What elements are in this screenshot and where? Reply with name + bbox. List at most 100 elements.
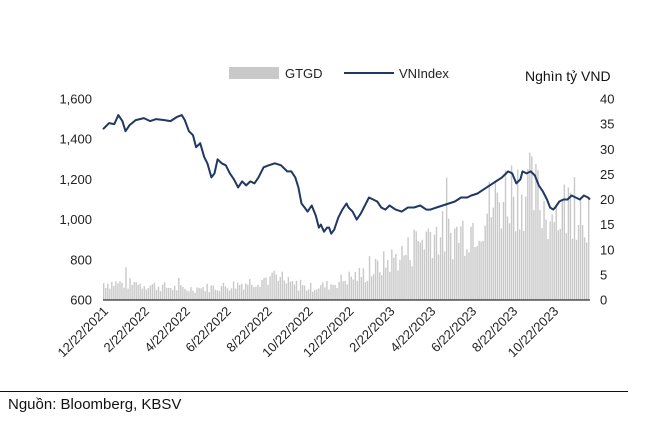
gtgd-bar	[314, 290, 316, 300]
gtgd-bar	[575, 239, 578, 300]
gtgd-bar	[397, 270, 399, 300]
gtgd-bar	[372, 274, 375, 300]
gtgd-bar	[535, 164, 537, 300]
left-tick-label: 800	[70, 252, 92, 267]
left-tick-label: 1,000	[59, 212, 92, 227]
left-tick-label: 600	[70, 293, 92, 308]
gtgd-bar	[458, 242, 460, 300]
gtgd-bar	[151, 284, 154, 300]
gtgd-bar	[521, 194, 523, 300]
gtgd-bar	[344, 280, 346, 300]
gtgd-bar	[368, 256, 371, 300]
gtgd-bar	[360, 277, 363, 300]
gtgd-bar	[449, 232, 452, 300]
gtgd-bar	[549, 221, 551, 300]
gtgd-bar	[340, 274, 342, 300]
gtgd-bar	[147, 287, 150, 300]
gtgd-bar	[119, 281, 121, 300]
gtgd-bar	[356, 280, 359, 300]
gtgd-bar	[107, 283, 109, 300]
gtgd-bar	[222, 282, 225, 300]
gtgd-bar	[445, 177, 448, 300]
gtgd-bar	[265, 277, 267, 300]
gtgd-bar	[214, 289, 217, 300]
gtgd-bar	[423, 249, 426, 300]
gtgd-bar	[206, 283, 208, 300]
gtgd-bar	[541, 228, 543, 300]
gtgd-bar	[460, 226, 462, 300]
gtgd-bar	[139, 283, 141, 300]
gtgd-bar	[109, 288, 111, 300]
gtgd-bar	[391, 249, 393, 300]
gtgd-bar	[117, 283, 119, 300]
gtgd-bar	[447, 218, 450, 300]
gtgd-bar	[171, 290, 174, 300]
gtgd-bar	[299, 279, 302, 300]
source-divider	[0, 391, 628, 392]
gtgd-bar	[240, 283, 243, 300]
gtgd-bar	[208, 292, 210, 300]
gtgd-bar	[488, 181, 490, 300]
gtgd-bar	[472, 222, 474, 300]
gtgd-bar	[482, 240, 484, 300]
gtgd-bar	[553, 221, 555, 300]
gtgd-bar	[153, 282, 156, 300]
gtgd-bar	[196, 287, 198, 300]
gtgd-bar	[324, 287, 326, 300]
gtgd-bar	[531, 156, 533, 300]
gtgd-bar	[583, 237, 586, 300]
gtgd-bar	[184, 288, 186, 300]
gtgd-bar	[279, 277, 281, 300]
gtgd-bar	[539, 210, 541, 300]
gtgd-bar	[186, 290, 188, 300]
gtgd-bar	[336, 288, 338, 300]
gtgd-bar	[165, 287, 168, 300]
gtgd-bar	[210, 285, 212, 300]
gtgd-bar	[277, 280, 279, 300]
gtgd-bar	[395, 253, 397, 300]
gtgd-bar	[403, 255, 405, 300]
gtgd-bar	[159, 291, 162, 300]
gtgd-bar	[346, 284, 348, 300]
gtgd-bar	[163, 282, 166, 300]
gtgd-bar	[561, 200, 564, 300]
gtgd-bar	[425, 231, 428, 300]
gtgd-bar	[348, 271, 350, 300]
gtgd-bar	[569, 192, 572, 300]
gtgd-bar	[332, 284, 334, 300]
gtgd-bar	[202, 287, 204, 300]
gtgd-bar	[113, 286, 115, 300]
gtgd-bar	[271, 272, 273, 300]
gtgd-bar	[111, 282, 113, 300]
gtgd-bar	[407, 237, 409, 300]
gtgd-bar	[318, 288, 320, 300]
gtgd-bar	[381, 275, 383, 300]
gtgd-bar	[342, 281, 344, 300]
gtgd-bar	[387, 259, 389, 300]
gtgd-bar	[352, 279, 355, 300]
right-tick-label: 15	[600, 217, 614, 232]
gtgd-bar	[537, 170, 539, 300]
gtgd-bar	[490, 217, 492, 300]
gtgd-bar	[243, 289, 245, 300]
gtgd-bar	[328, 289, 330, 300]
gtgd-bar	[103, 283, 105, 300]
gtgd-bar	[285, 283, 288, 300]
gtgd-bar	[518, 229, 521, 300]
gtgd-bar	[383, 251, 385, 300]
gtgd-bar	[322, 282, 324, 300]
gtgd-bar	[330, 284, 332, 300]
gtgd-bar	[523, 230, 525, 300]
gtgd-bar	[486, 213, 488, 300]
gtgd-bar	[508, 223, 511, 300]
left-tick-label: 1,600	[59, 92, 92, 107]
gtgd-bar	[468, 252, 470, 300]
gtgd-bar	[131, 284, 133, 300]
gtgd-bar	[439, 237, 442, 300]
gtgd-bar	[251, 284, 253, 300]
gtgd-bar	[443, 251, 446, 300]
gtgd-bar	[555, 206, 557, 300]
gtgd-bar	[129, 278, 131, 300]
gtgd-bar	[301, 284, 304, 300]
